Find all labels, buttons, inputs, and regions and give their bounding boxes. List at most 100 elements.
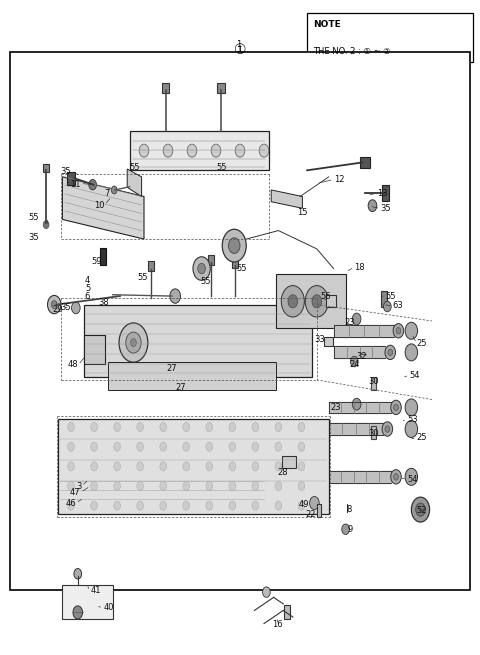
Circle shape	[298, 501, 305, 510]
Circle shape	[281, 286, 304, 317]
Text: 24: 24	[349, 360, 360, 369]
Circle shape	[131, 339, 136, 346]
Circle shape	[298, 462, 305, 471]
Text: 46: 46	[65, 498, 76, 508]
Text: 29: 29	[52, 305, 62, 314]
Text: 15: 15	[297, 208, 307, 217]
Circle shape	[405, 421, 418, 438]
Circle shape	[114, 501, 120, 510]
Circle shape	[229, 442, 236, 451]
Bar	[148, 261, 154, 271]
Text: 33: 33	[315, 335, 325, 344]
Circle shape	[229, 501, 236, 510]
Circle shape	[91, 501, 97, 510]
Circle shape	[73, 606, 83, 619]
Bar	[232, 259, 238, 268]
Polygon shape	[58, 419, 329, 514]
Circle shape	[114, 462, 120, 471]
Text: 16: 16	[272, 620, 283, 629]
Circle shape	[68, 501, 74, 510]
Bar	[326, 295, 336, 307]
Text: 56: 56	[321, 292, 331, 301]
Circle shape	[183, 442, 190, 451]
Circle shape	[391, 470, 401, 484]
FancyBboxPatch shape	[307, 13, 473, 62]
Circle shape	[275, 481, 282, 491]
Text: 47: 47	[70, 488, 81, 497]
Circle shape	[368, 200, 377, 212]
Text: 35: 35	[29, 233, 39, 242]
Circle shape	[160, 462, 167, 471]
Text: 55: 55	[216, 162, 227, 172]
Circle shape	[228, 238, 240, 253]
Text: 49: 49	[298, 500, 309, 509]
Circle shape	[298, 481, 305, 491]
Text: 5: 5	[85, 284, 90, 293]
Text: 30: 30	[369, 377, 379, 386]
Circle shape	[394, 404, 398, 411]
Circle shape	[170, 289, 180, 303]
Circle shape	[342, 524, 349, 534]
Text: 27: 27	[166, 364, 177, 373]
Text: 55: 55	[137, 273, 148, 282]
Circle shape	[229, 462, 236, 471]
Text: 55: 55	[385, 292, 396, 301]
Text: 22: 22	[305, 510, 316, 519]
Circle shape	[288, 295, 298, 308]
Circle shape	[137, 422, 144, 432]
Circle shape	[206, 422, 213, 432]
Bar	[217, 83, 225, 93]
Circle shape	[206, 501, 213, 510]
Circle shape	[275, 501, 282, 510]
Circle shape	[68, 422, 74, 432]
Circle shape	[183, 481, 190, 491]
Circle shape	[382, 422, 393, 436]
Circle shape	[305, 286, 328, 317]
Circle shape	[68, 462, 74, 471]
Circle shape	[416, 503, 425, 516]
Text: 48: 48	[68, 360, 78, 369]
Text: 23: 23	[345, 318, 355, 328]
Circle shape	[252, 422, 259, 432]
Bar	[371, 426, 376, 439]
Circle shape	[405, 399, 418, 416]
Circle shape	[222, 229, 246, 262]
Circle shape	[126, 332, 141, 353]
Circle shape	[275, 462, 282, 471]
Circle shape	[275, 422, 282, 432]
Circle shape	[350, 356, 358, 367]
Circle shape	[206, 481, 213, 491]
Bar	[382, 185, 389, 201]
Circle shape	[252, 481, 259, 491]
Circle shape	[235, 144, 245, 157]
Text: 9: 9	[347, 525, 352, 534]
Circle shape	[252, 462, 259, 471]
Circle shape	[252, 501, 259, 510]
Circle shape	[139, 144, 149, 157]
Text: 55: 55	[236, 264, 247, 273]
Text: 28: 28	[277, 468, 288, 477]
Circle shape	[385, 345, 396, 360]
Bar	[371, 377, 376, 390]
Circle shape	[43, 221, 49, 229]
Text: 4: 4	[85, 276, 90, 285]
Text: 55: 55	[29, 213, 39, 222]
Polygon shape	[84, 335, 105, 364]
Text: ①: ①	[234, 43, 246, 56]
Text: 25: 25	[417, 339, 427, 348]
Circle shape	[114, 481, 120, 491]
Text: 7: 7	[104, 189, 109, 198]
Circle shape	[259, 144, 269, 157]
Text: THE NO. 2 : ① ~ ②: THE NO. 2 : ① ~ ②	[313, 47, 391, 56]
Circle shape	[111, 186, 117, 194]
Circle shape	[229, 481, 236, 491]
Text: 35: 35	[60, 303, 71, 312]
Circle shape	[163, 144, 173, 157]
Polygon shape	[62, 177, 144, 239]
Text: 12: 12	[334, 175, 344, 184]
Polygon shape	[127, 169, 142, 196]
Text: 54: 54	[407, 475, 418, 484]
Text: 27: 27	[176, 383, 186, 392]
Circle shape	[48, 295, 61, 314]
Text: 13: 13	[377, 189, 387, 198]
